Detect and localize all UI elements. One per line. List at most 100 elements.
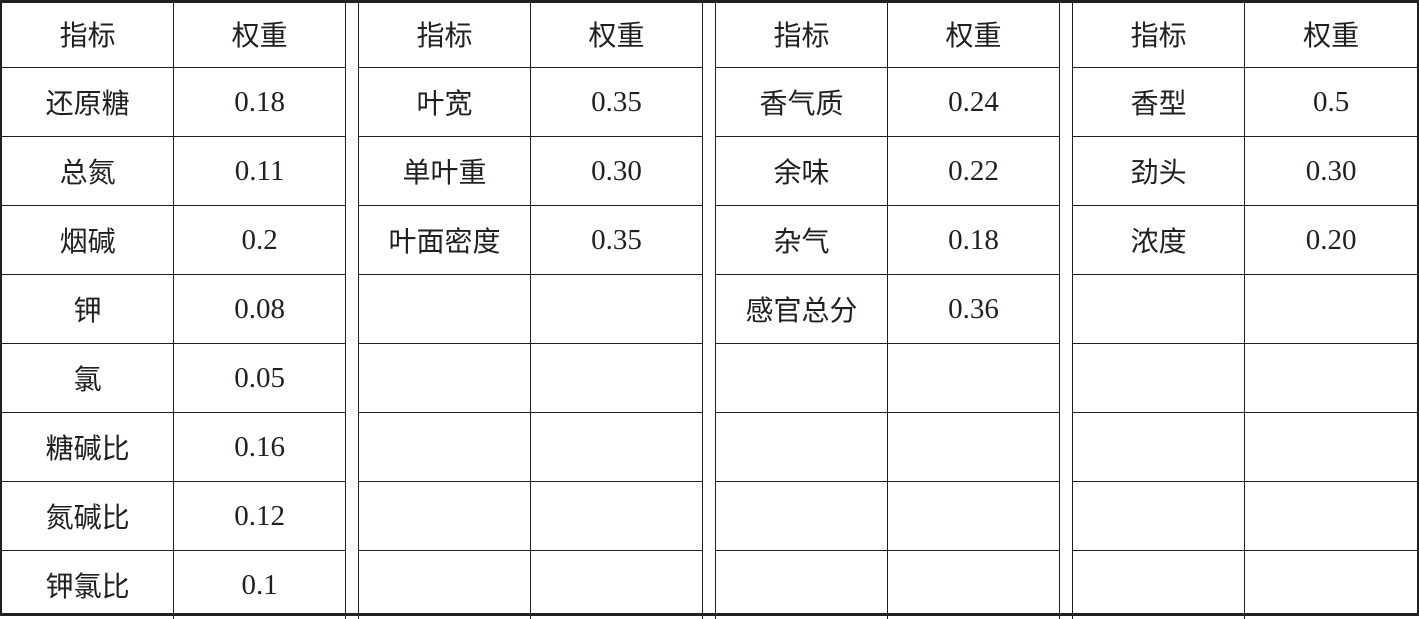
header-weight: 权重 [1245, 0, 1417, 68]
table-row [1073, 551, 1418, 619]
weight-cell: 0.05 [174, 344, 346, 413]
weight-cell [531, 413, 703, 482]
indicator-cell [716, 344, 888, 413]
weight-cell: 0.30 [531, 137, 703, 206]
indicator-cell: 香气质 [716, 68, 888, 137]
weight-cell [1245, 275, 1417, 344]
table-row [359, 344, 703, 413]
weight-cell [531, 275, 703, 344]
weight-cell [1245, 482, 1417, 551]
weight-cell: 0.30 [1245, 137, 1417, 206]
indicator-cell: 香型 [1073, 68, 1245, 137]
weight-cell: 0.24 [888, 68, 1060, 137]
weight-cell: 0.35 [531, 206, 703, 275]
indicator-cell: 烟碱 [2, 206, 174, 275]
weight-cell: 0.16 [174, 413, 346, 482]
indicator-cell [359, 344, 531, 413]
indicator-cell: 叶面密度 [359, 206, 531, 275]
weight-cell: 0.5 [1245, 68, 1417, 137]
table-row [716, 551, 1060, 619]
weight-cell: 0.2 [174, 206, 346, 275]
table-row [716, 344, 1060, 413]
table-row [1073, 413, 1418, 482]
header-row: 指标权重 [2, 0, 346, 68]
indicator-cell [1073, 344, 1245, 413]
header-weight: 权重 [888, 0, 1060, 68]
weight-cell: 0.35 [531, 68, 703, 137]
table-row [359, 275, 703, 344]
indicator-cell: 还原糖 [2, 68, 174, 137]
indicator-cell: 劲头 [1073, 137, 1245, 206]
indicator-cell: 钾氯比 [2, 551, 174, 619]
indicator-cell [359, 482, 531, 551]
weight-cell [531, 482, 703, 551]
weight-cell: 0.12 [174, 482, 346, 551]
indicator-cell [716, 413, 888, 482]
header-row: 指标权重 [1073, 0, 1418, 68]
table-row [1073, 482, 1418, 551]
header-weight: 权重 [531, 0, 703, 68]
indicator-cell [716, 482, 888, 551]
table-row [716, 482, 1060, 551]
table-row [359, 551, 703, 619]
header-row: 指标权重 [359, 0, 703, 68]
indicator-cell: 感官总分 [716, 275, 888, 344]
indicator-cell: 糖碱比 [2, 413, 174, 482]
indicator-cell [359, 275, 531, 344]
weight-cell: 0.18 [174, 68, 346, 137]
table-row [359, 482, 703, 551]
indicator-cell: 杂气 [716, 206, 888, 275]
weight-cell: 0.18 [888, 206, 1060, 275]
header-indicator: 指标 [359, 0, 531, 68]
indicator-cell [1073, 482, 1245, 551]
weight-cell: 0.08 [174, 275, 346, 344]
indicator-cell: 氮碱比 [2, 482, 174, 551]
table-row [1073, 344, 1418, 413]
indicator-cell: 叶宽 [359, 68, 531, 137]
weight-cell [888, 344, 1060, 413]
weight-cell: 0.1 [174, 551, 346, 619]
weight-cell: 0.20 [1245, 206, 1417, 275]
indicator-cell [1073, 551, 1245, 619]
indicator-cell [1073, 275, 1245, 344]
indicator-cell: 氯 [2, 344, 174, 413]
indicator-cell [716, 551, 888, 619]
weight-cell [531, 551, 703, 619]
header-indicator: 指标 [2, 0, 174, 68]
weight-cell [888, 482, 1060, 551]
indicator-cell: 单叶重 [359, 137, 531, 206]
weight-cell [888, 413, 1060, 482]
weight-cell: 0.22 [888, 137, 1060, 206]
table-row [1073, 275, 1418, 344]
weight-cell [888, 551, 1060, 619]
header-indicator: 指标 [716, 0, 888, 68]
indicator-cell [359, 413, 531, 482]
indicator-cell: 浓度 [1073, 206, 1245, 275]
indicator-cell [1073, 413, 1245, 482]
table-row [716, 413, 1060, 482]
